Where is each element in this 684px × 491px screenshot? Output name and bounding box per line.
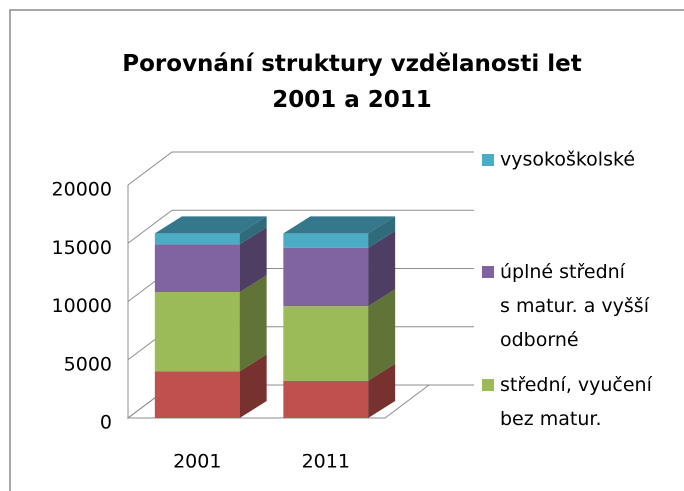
grid-line: [127, 209, 474, 244]
bar-side: [239, 216, 267, 245]
chart-title: Porovnání struktury vzdělanosti let 2001 …: [122, 51, 581, 113]
bar-segment: [283, 380, 369, 418]
bar-side: [368, 289, 396, 381]
legend-label: střední, vyučení bez matur.: [500, 374, 653, 430]
y-tick-label: 5000: [64, 353, 112, 375]
bar-segment: [283, 233, 369, 248]
legend-swatch: [482, 154, 494, 166]
bar-top: [283, 216, 396, 234]
legend-label: úplné střední s matur. a vyšší odborné: [500, 261, 650, 351]
y-tick-label: 0: [100, 412, 112, 434]
bar-segment: [154, 371, 240, 418]
bar-side: [368, 216, 396, 248]
y-tick-label: 20000: [52, 179, 112, 201]
bar-side: [239, 354, 267, 418]
grid-line: [127, 151, 474, 186]
bar-segment: [154, 292, 240, 372]
bar-segment: [283, 247, 369, 307]
bar-segment: [283, 306, 369, 381]
x-tick-label: 2001: [173, 451, 221, 473]
bar-side: [239, 227, 267, 293]
bar-side: [368, 363, 396, 418]
y-tick-label: 15000: [52, 237, 112, 259]
legend-label: vysokoškolské: [500, 149, 635, 171]
bar-segment: [154, 244, 240, 293]
y-tick-label: 10000: [52, 295, 112, 317]
bar-top: [154, 216, 267, 234]
legend-swatch: [482, 266, 494, 278]
bar-side: [368, 230, 396, 307]
bar-segment: [154, 233, 240, 245]
bar-side: [239, 275, 267, 372]
legend-swatch: [482, 379, 494, 391]
x-tick-label: 2011: [302, 451, 350, 473]
